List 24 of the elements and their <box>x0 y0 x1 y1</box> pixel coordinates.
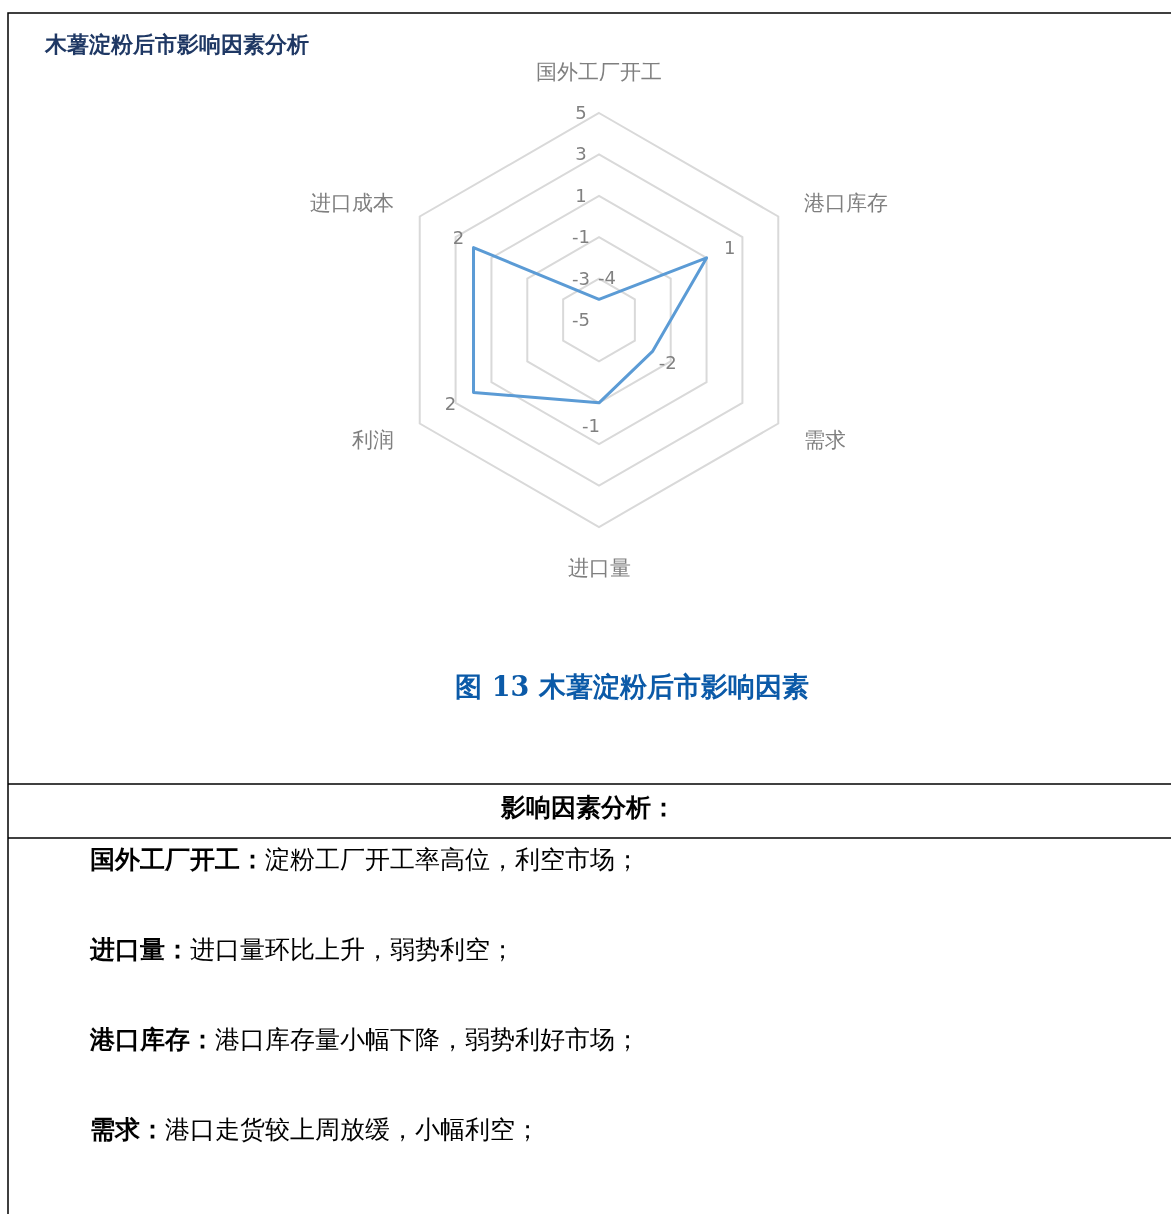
text: 影响因素分析： <box>499 793 676 822</box>
chart-title: 木薯淀粉后市影响因素分析 <box>44 31 309 57</box>
spoke-label: 国外工厂开工 <box>536 60 662 84</box>
data-label: 1 <box>723 236 736 258</box>
data-label: -4 <box>598 267 616 289</box>
text: 港口库存：港口库存量小幅下降，弱势利好市场； <box>89 1025 640 1054</box>
y-tick-label: 5 <box>575 102 587 123</box>
y-tick-label: 1 <box>575 184 587 206</box>
y-tick-label: 3 <box>575 143 587 165</box>
text: 国外工厂开工：淀粉工厂开工率高位，利空市场； <box>90 845 640 874</box>
y-tick-label: -5 <box>572 309 590 330</box>
data-label: 2 <box>444 393 457 415</box>
data-label: 2 <box>452 226 465 248</box>
text: 图 13 木薯淀粉后市影响因素 <box>455 671 809 702</box>
spoke-label: 进口成本 <box>309 190 394 215</box>
spoke-label: 需求 <box>804 427 847 452</box>
spoke-label: 利润 <box>351 427 394 452</box>
spoke-label: 港口库存 <box>804 190 889 215</box>
y-tick-label: -1 <box>572 226 590 248</box>
spoke-label: 进口量 <box>567 556 631 580</box>
y-tick-label: -3 <box>572 267 590 289</box>
text: 进口量：进口量环比上升，弱势利空； <box>89 935 515 964</box>
text: 需求：港口走货较上周放缓，小幅利空； <box>90 1115 540 1144</box>
data-label: -2 <box>658 352 677 374</box>
